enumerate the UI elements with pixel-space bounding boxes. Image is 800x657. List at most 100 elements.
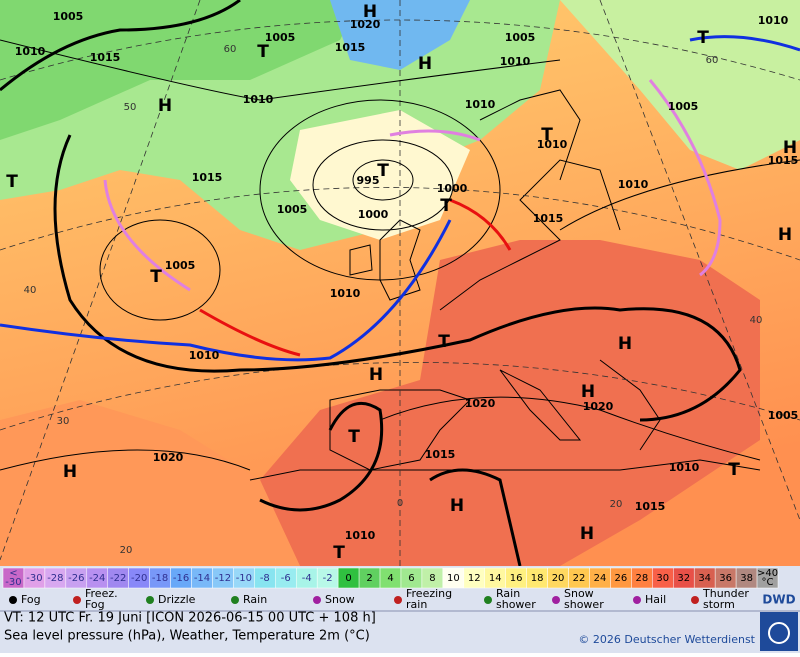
isobar-label: 1010 xyxy=(465,98,496,111)
main-isobars xyxy=(0,0,742,567)
pressure-center: T xyxy=(333,543,345,563)
scale-label: 30 xyxy=(656,573,669,584)
isobar-label: 1000 xyxy=(358,208,389,221)
pressure-center: H xyxy=(158,96,172,116)
weather-icon xyxy=(394,596,402,604)
scale-label: 16 xyxy=(510,573,523,584)
isobar-label: 1005 xyxy=(277,203,308,216)
latitude-label: 30 xyxy=(57,416,70,427)
scale-label: 18 xyxy=(531,573,544,584)
isobar-label: 1015 xyxy=(768,154,799,167)
warm-region-west xyxy=(0,400,300,566)
pressure-center: H xyxy=(618,334,632,354)
isobar-label: 1015 xyxy=(335,41,366,54)
scale-label: -28 xyxy=(47,573,63,584)
scale-label: 10 xyxy=(447,573,460,584)
weather-label: Rain xyxy=(243,593,267,606)
weather-label: Snow xyxy=(325,593,355,606)
isobar-label: 1005 xyxy=(165,259,196,272)
isobar-label: 1010 xyxy=(243,93,274,106)
isobar-label: 1015 xyxy=(533,212,564,225)
occluded-front xyxy=(103,79,722,292)
isobar-label: 1005 xyxy=(53,10,84,23)
scale-label: 36 xyxy=(719,573,732,584)
isobar-label: 1020 xyxy=(153,451,184,464)
cold-front-east xyxy=(689,35,800,52)
scale-label: -30 xyxy=(26,573,42,584)
weather-legend-item: Snow shower xyxy=(552,587,604,611)
isobar-label: 1015 xyxy=(90,51,121,64)
latitude-label: 0 xyxy=(397,498,403,509)
pressure-center: T xyxy=(6,172,18,192)
isobar-label: 1010 xyxy=(537,138,568,151)
isobar-label: 1010 xyxy=(15,45,46,58)
scale-label: -22 xyxy=(110,573,126,584)
scale-label: -12 xyxy=(215,573,231,584)
weather-label: Thunder storm xyxy=(702,587,749,611)
scale-label: 24 xyxy=(594,573,607,584)
graticule xyxy=(0,0,800,566)
isobar-label: 1005 xyxy=(768,409,799,422)
isobar-label: 1015 xyxy=(635,500,666,513)
latitude-label: 40 xyxy=(750,315,763,326)
scale-label: -18 xyxy=(152,573,168,584)
isobars xyxy=(0,39,800,471)
pressure-center: T xyxy=(348,427,360,447)
weather-legend-item: Rain xyxy=(231,593,267,606)
isobar-label: 1010 xyxy=(330,287,361,300)
pressure-center: H xyxy=(580,524,594,544)
logo-swirl xyxy=(768,622,790,644)
scale-label: 4 xyxy=(387,573,393,584)
coastlines xyxy=(249,89,761,481)
isobar-label: 1010 xyxy=(669,461,700,474)
scale-label: 28 xyxy=(635,573,648,584)
scale-label: 32 xyxy=(677,573,690,584)
scale-label: 12 xyxy=(468,573,481,584)
weather-legend-item: Drizzle xyxy=(146,593,196,606)
pressure-center: T xyxy=(150,267,162,287)
scale-label: -10 xyxy=(236,573,252,584)
weather-legend-item: Fog xyxy=(9,593,41,606)
scale-label: -6 xyxy=(281,573,291,584)
latitude-label: 40 xyxy=(24,285,37,296)
isobar-label: 1020 xyxy=(350,18,381,31)
cold-region xyxy=(0,0,360,140)
weather-label: Freez. Fog xyxy=(85,587,118,611)
latitude-label: 20 xyxy=(120,545,133,556)
scale-label: -4 xyxy=(302,573,312,584)
isobar-label: 1015 xyxy=(425,448,456,461)
cool-region-east xyxy=(560,0,800,170)
scale-label: 14 xyxy=(489,573,502,584)
isobar-label: 1020 xyxy=(465,397,496,410)
scale-label: 6 xyxy=(408,573,414,584)
pressure-center: H xyxy=(418,54,432,74)
weather-legend-item: Snow xyxy=(313,593,355,606)
isobar-label: 1010 xyxy=(500,55,531,68)
copyright: © 2026 Deutscher Wetterdienst xyxy=(578,633,755,646)
isobar-label: 1010 xyxy=(758,14,789,27)
scale-label: 34 xyxy=(698,573,711,584)
weather-label: Freezing rain xyxy=(406,587,452,611)
weather-icon xyxy=(484,596,492,604)
pressure-center: T xyxy=(728,460,740,480)
weather-icon xyxy=(231,596,239,604)
weather-label: Fog xyxy=(21,593,41,606)
weather-label: Snow shower xyxy=(564,587,604,611)
scale-label: >40 xyxy=(757,568,778,579)
latitude-label: 50 xyxy=(124,102,137,113)
pressure-center: H xyxy=(369,365,383,385)
pressure-center: H xyxy=(450,496,464,516)
weather-icon xyxy=(146,596,154,604)
pressure-center: H xyxy=(63,462,77,482)
weather-legend-item: Rain shower xyxy=(484,587,536,611)
weather-legend-item: Freez. Fog xyxy=(73,587,118,611)
pressure-center: T xyxy=(377,161,389,181)
scale-label: -14 xyxy=(194,573,210,584)
scale-label: -26 xyxy=(68,573,84,584)
weather-icon xyxy=(313,596,321,604)
isobar-label: 1000 xyxy=(437,182,468,195)
isobar-label: 1005 xyxy=(668,100,699,113)
isobar-label: 1020 xyxy=(583,400,614,413)
isobar-label: 1005 xyxy=(505,31,536,44)
